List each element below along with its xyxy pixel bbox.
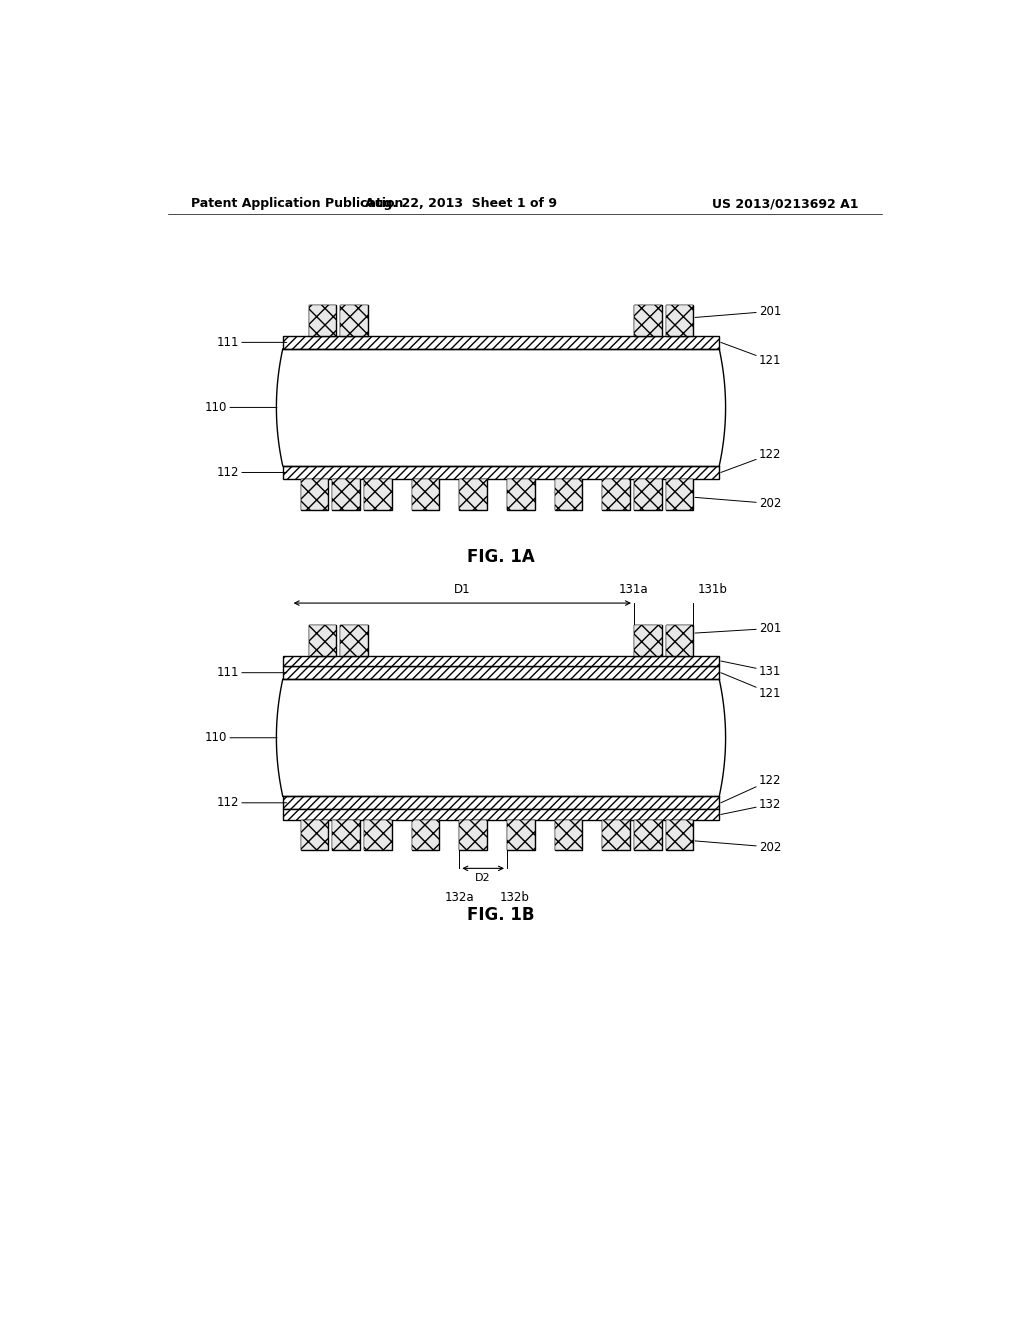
Bar	[602, 479, 630, 510]
Text: Aug. 22, 2013  Sheet 1 of 9: Aug. 22, 2013 Sheet 1 of 9	[366, 197, 557, 210]
Bar	[412, 820, 439, 850]
Bar	[666, 820, 693, 850]
Bar	[460, 820, 487, 850]
Bar	[340, 626, 368, 656]
Bar	[555, 479, 583, 510]
Bar	[340, 626, 368, 656]
Text: 111: 111	[217, 667, 287, 680]
Bar	[308, 305, 336, 335]
Bar	[283, 680, 719, 796]
Text: 201: 201	[695, 305, 781, 318]
Text: 131: 131	[721, 661, 781, 677]
Text: 132a: 132a	[444, 891, 474, 904]
Bar	[634, 479, 662, 510]
Bar	[634, 820, 662, 850]
Text: FIG. 1A: FIG. 1A	[467, 548, 535, 566]
Text: US 2013/0213692 A1: US 2013/0213692 A1	[712, 197, 858, 210]
Bar	[333, 820, 360, 850]
Bar	[634, 479, 662, 510]
Bar	[412, 820, 439, 850]
Bar	[301, 479, 329, 510]
Text: FIG. 1B: FIG. 1B	[467, 906, 535, 924]
Text: 121: 121	[721, 342, 781, 367]
Text: 201: 201	[695, 622, 781, 635]
Bar	[460, 820, 487, 850]
Bar	[460, 479, 487, 510]
Bar	[602, 820, 630, 850]
Bar	[555, 820, 583, 850]
Text: D1: D1	[454, 583, 471, 595]
Bar	[283, 796, 719, 809]
Bar	[634, 626, 662, 656]
Text: 202: 202	[695, 841, 781, 854]
Bar	[666, 305, 693, 335]
Text: 110: 110	[205, 731, 278, 744]
Bar	[283, 656, 719, 667]
Bar	[308, 626, 336, 656]
Bar	[340, 305, 368, 335]
Bar	[602, 820, 630, 850]
Text: 121: 121	[721, 673, 781, 700]
Bar	[460, 479, 487, 510]
Bar	[666, 479, 693, 510]
Text: 111: 111	[217, 335, 287, 348]
Bar	[555, 479, 583, 510]
Text: 110: 110	[205, 401, 278, 414]
Bar	[283, 466, 719, 479]
Bar	[634, 305, 662, 335]
Text: D2: D2	[475, 874, 490, 883]
Bar	[634, 626, 662, 656]
Bar	[507, 479, 535, 510]
Text: 132: 132	[721, 797, 781, 814]
Bar	[301, 820, 329, 850]
Bar	[412, 479, 439, 510]
Bar	[333, 479, 360, 510]
Bar	[308, 626, 336, 656]
Bar	[507, 820, 535, 850]
Bar	[412, 479, 439, 510]
Text: 132b: 132b	[500, 891, 529, 904]
Bar	[301, 820, 329, 850]
Bar	[634, 305, 662, 335]
Bar	[666, 820, 693, 850]
Text: Patent Application Publication: Patent Application Publication	[191, 197, 403, 210]
Text: 112: 112	[217, 466, 287, 479]
Bar	[340, 305, 368, 335]
Text: 122: 122	[721, 447, 781, 473]
Bar	[602, 479, 630, 510]
Text: 122: 122	[721, 774, 781, 803]
Bar	[333, 479, 360, 510]
Text: 131a: 131a	[620, 583, 649, 595]
Bar	[283, 809, 719, 820]
Bar	[507, 479, 535, 510]
Bar	[365, 820, 392, 850]
Text: 202: 202	[695, 496, 781, 510]
Bar	[283, 335, 719, 348]
Bar	[666, 626, 693, 656]
Bar	[365, 820, 392, 850]
Bar	[333, 820, 360, 850]
Bar	[507, 820, 535, 850]
Bar	[283, 348, 719, 466]
Text: 131b: 131b	[697, 583, 727, 595]
Text: 112: 112	[217, 796, 287, 809]
Bar	[555, 820, 583, 850]
Bar	[666, 626, 693, 656]
Bar	[365, 479, 392, 510]
Bar	[666, 305, 693, 335]
Bar	[301, 479, 329, 510]
Bar	[308, 305, 336, 335]
Bar	[365, 479, 392, 510]
Bar	[666, 479, 693, 510]
Bar	[634, 820, 662, 850]
Bar	[283, 667, 719, 680]
